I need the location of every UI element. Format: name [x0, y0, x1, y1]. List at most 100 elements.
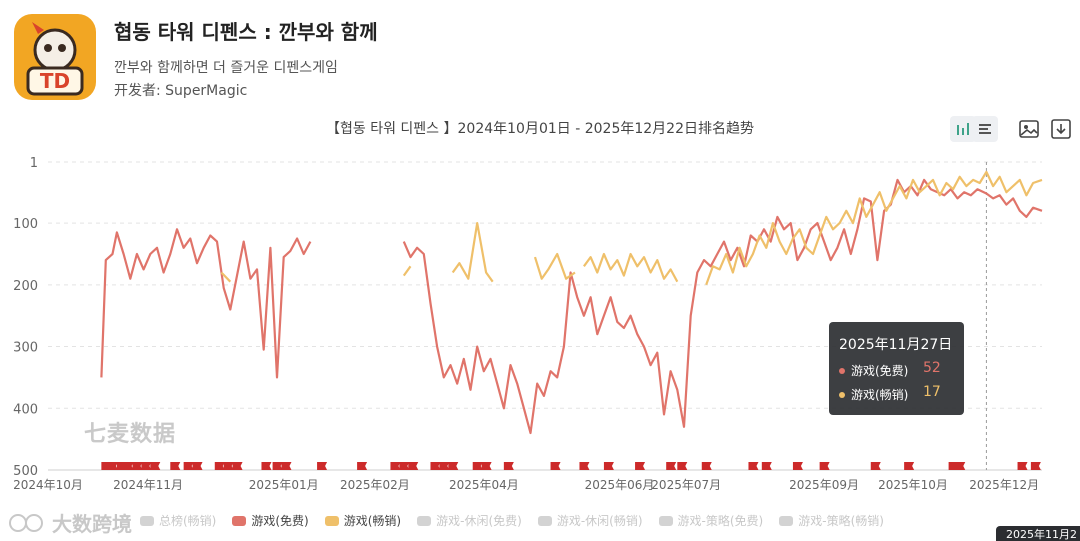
event-marker[interactable] [1017, 462, 1028, 472]
event-marker[interactable] [281, 462, 292, 472]
event-marker[interactable] [448, 462, 459, 472]
brand-watermark: 大数跨境 [8, 508, 132, 537]
watermark: 七麦数据 [84, 422, 177, 447]
series-line-free[interactable] [402, 178, 1043, 435]
bar-line-toggle-icon[interactable] [950, 116, 976, 142]
event-marker[interactable] [870, 462, 881, 472]
event-marker[interactable] [223, 462, 234, 472]
event-marker[interactable] [141, 462, 152, 472]
x-tick-label: 2025年09月 [789, 478, 859, 492]
event-marker[interactable] [192, 462, 203, 472]
x-tick-label: 2025年06月 [585, 478, 655, 492]
event-marker[interactable] [430, 462, 441, 472]
x-tick-label: 2024年10月 [13, 478, 83, 492]
legend-label: 游戏-休闲(免费) [436, 514, 522, 528]
event-marker[interactable] [603, 462, 614, 472]
tooltip-row: 游戏(免费) [839, 362, 908, 379]
tooltip-dot [839, 367, 845, 374]
app-title: 협동 타워 디펜스 : 깐부와 함께 [114, 20, 378, 44]
y-tick-label: 200 [13, 279, 38, 294]
list-icon[interactable] [972, 116, 998, 142]
tooltip-dot [839, 391, 845, 398]
tooltip-value: 17 [923, 384, 941, 400]
legend-label: 游戏(畅销) [343, 514, 402, 528]
event-marker[interactable] [108, 462, 119, 472]
event-marker[interactable] [819, 462, 830, 472]
legend-item[interactable]: 游戏-休闲(免费) [417, 512, 522, 529]
brand-logo-icon [9, 513, 43, 532]
x-tick-label: 2025年04月 [449, 478, 519, 492]
event-marker[interactable] [635, 462, 646, 472]
legend-label: 总榜(畅销) [159, 514, 217, 528]
legend-label: 游戏-策略(免费) [677, 514, 764, 528]
event-marker[interactable] [1030, 462, 1041, 472]
event-marker[interactable] [481, 462, 492, 472]
image-icon[interactable] [1016, 116, 1042, 142]
event-marker[interactable] [792, 462, 803, 472]
event-marker[interactable] [150, 462, 161, 472]
y-tick-label: 500 [13, 464, 38, 479]
tooltip-label: 游戏(免费) [851, 364, 909, 378]
event-marker[interactable] [408, 462, 419, 472]
legend-item[interactable]: 游戏-策略(免费) [658, 512, 764, 529]
series-line-grossing[interactable] [220, 271, 232, 283]
legend-swatch [537, 515, 552, 526]
y-tick-label: 300 [13, 341, 38, 356]
event-marker[interactable] [748, 462, 759, 472]
legend-item[interactable]: 游戏-策略(畅销) [779, 512, 884, 529]
legend-label: 游戏-休闲(畅销) [556, 514, 643, 528]
y-tick-label: 1 [30, 156, 38, 171]
event-marker[interactable] [232, 462, 243, 472]
event-marker[interactable] [132, 462, 143, 472]
event-marker[interactable] [261, 462, 272, 472]
x-tick-label: 2025年07月 [651, 478, 721, 492]
event-marker[interactable] [399, 462, 410, 472]
event-marker[interactable] [955, 462, 966, 472]
legend-swatch [779, 515, 794, 526]
x-tick-label: 2025年01月 [249, 478, 319, 492]
event-marker[interactable] [701, 462, 712, 472]
series-line-grossing[interactable] [583, 252, 679, 283]
download-icon[interactable] [1048, 116, 1074, 142]
event-marker[interactable] [357, 462, 368, 472]
event-marker[interactable] [761, 462, 772, 472]
app-icon: TD [14, 14, 96, 100]
event-marker[interactable] [503, 462, 514, 472]
event-marker[interactable] [390, 462, 401, 472]
tooltip-row: 游戏(畅销) [839, 386, 908, 403]
event-marker[interactable] [183, 462, 194, 472]
event-marker[interactable] [579, 462, 590, 472]
legend-item[interactable]: 总榜(畅销) [140, 512, 216, 529]
legend-label: 游戏(免费) [251, 514, 309, 528]
event-marker[interactable] [123, 462, 134, 472]
event-marker[interactable] [904, 462, 915, 472]
series-line-grossing[interactable] [402, 265, 412, 277]
event-marker[interactable] [272, 462, 283, 472]
legend-item[interactable]: 游戏(畅销) [324, 512, 402, 529]
series-line-grossing[interactable] [533, 252, 576, 280]
event-marker[interactable] [677, 462, 688, 472]
app-icon-text: TD [40, 69, 70, 93]
series-line-grossing[interactable] [451, 222, 494, 283]
event-marker[interactable] [214, 462, 225, 472]
event-marker[interactable] [439, 462, 450, 472]
brand-text: 大数跨境 [52, 512, 132, 536]
x-tick-label: 2025年02月 [340, 478, 410, 492]
chart-tooltip: 2025年11月27日 游戏(免费) 52 游戏(畅销) 17 [829, 322, 964, 415]
x-tick-label: 2025年10月 [878, 478, 948, 492]
event-marker[interactable] [666, 462, 677, 472]
legend-label: 游戏-策略(畅销) [798, 514, 884, 528]
event-marker[interactable] [317, 462, 328, 472]
series-line-grossing[interactable] [705, 170, 1043, 286]
legend-swatch [658, 515, 673, 526]
series-line-free[interactable] [100, 228, 312, 379]
legend-swatch [140, 515, 154, 526]
event-marker[interactable] [550, 462, 561, 472]
x-tick-label: 2024年11月 [113, 478, 183, 492]
event-marker[interactable] [472, 462, 483, 472]
legend-item[interactable]: 游戏(免费) [232, 512, 309, 529]
x-tick-label: 2025年12月 [969, 478, 1039, 492]
legend-item[interactable]: 游戏-休闲(畅销) [537, 512, 643, 529]
event-marker[interactable] [170, 462, 181, 472]
